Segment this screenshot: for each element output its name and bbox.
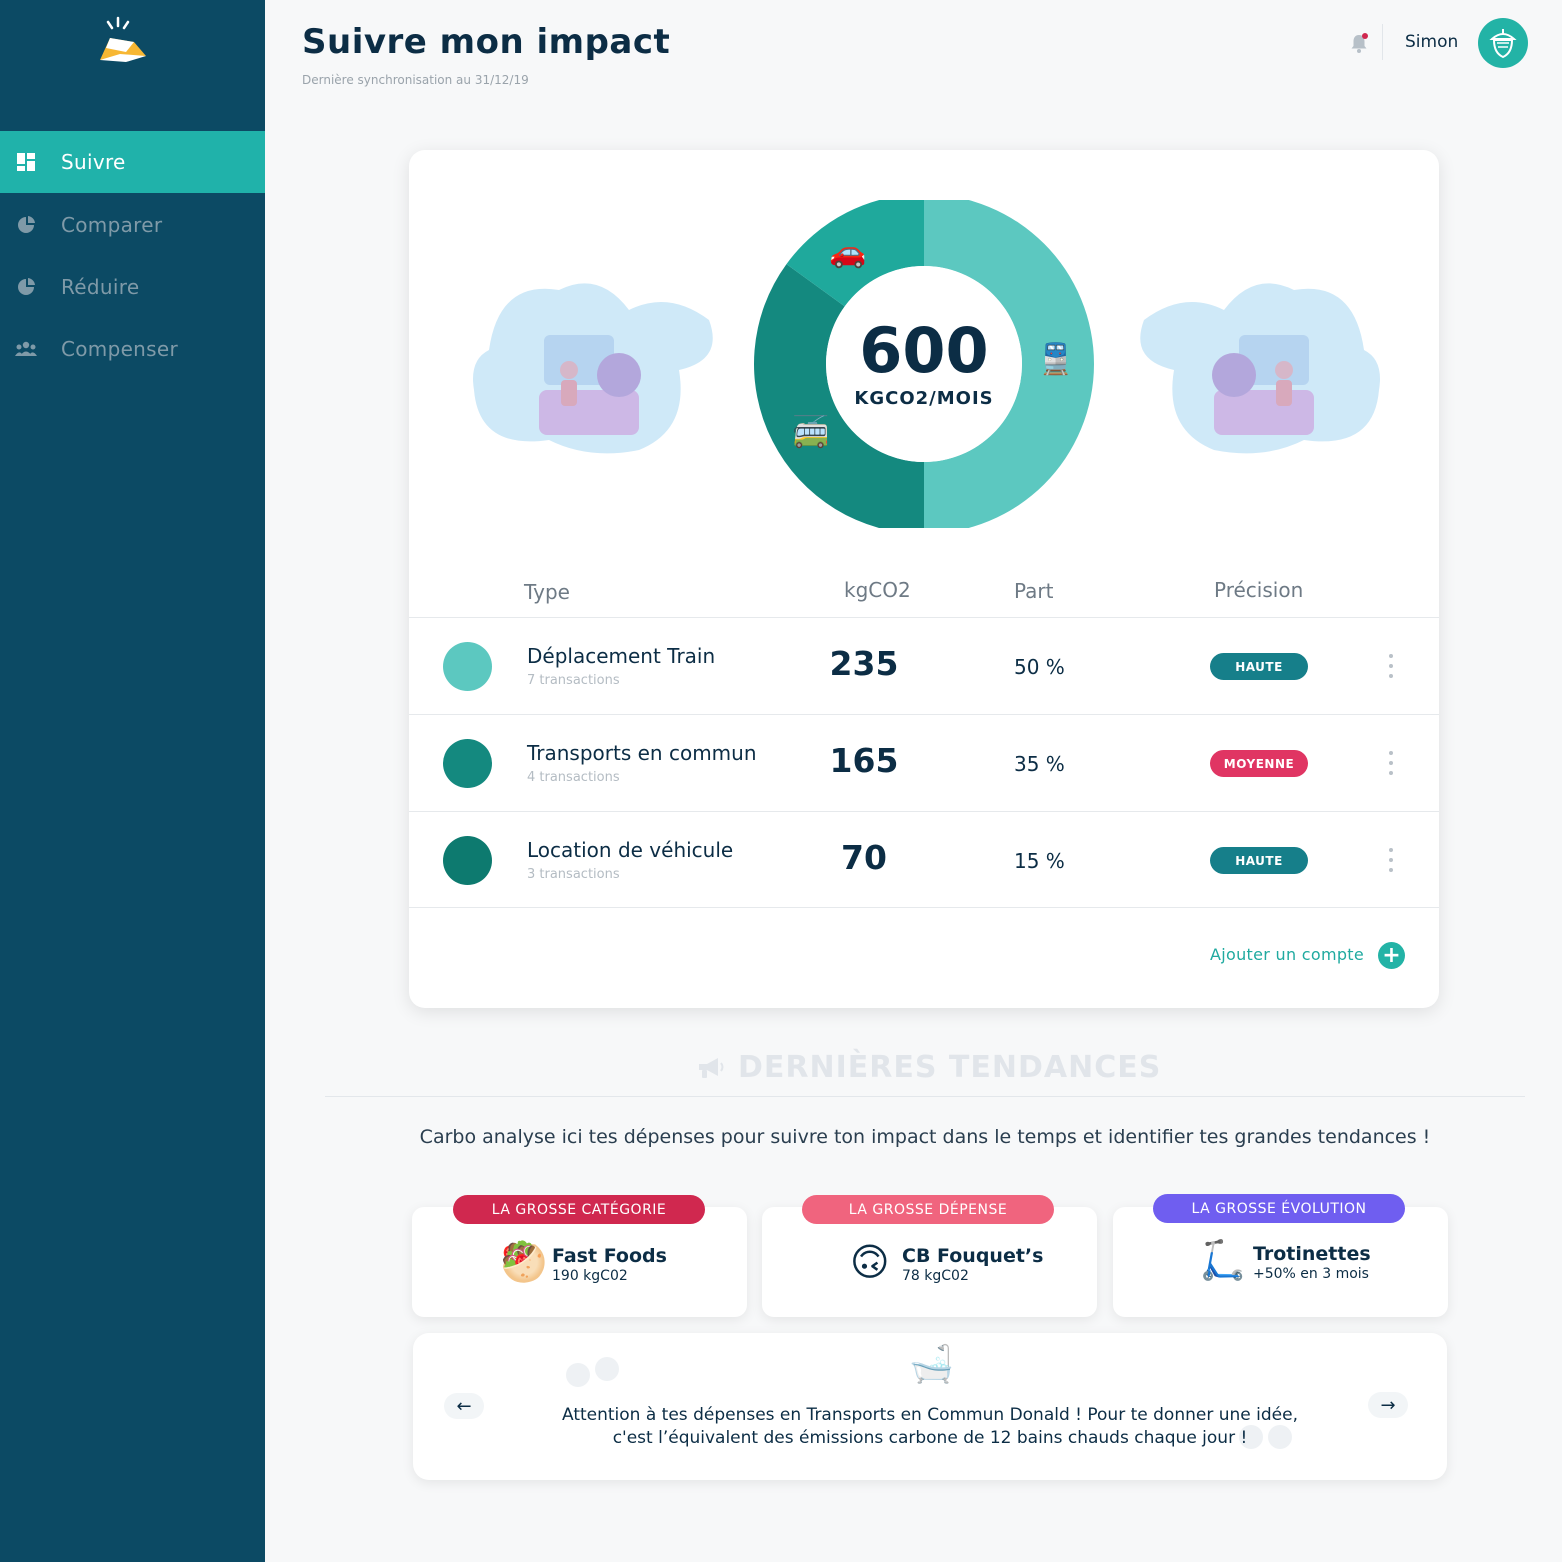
precision-badge: HAUTE [1210,653,1308,680]
add-account-plus-icon[interactable]: + [1378,942,1405,969]
sidebar-item-label: Compenser [61,337,179,361]
user-name[interactable]: Simon [1405,32,1459,52]
table-row[interactable]: Déplacement Train 7 transactions 235 50 … [409,617,1439,714]
column-header-precision: Précision [1214,578,1304,602]
more-options-icon[interactable] [1383,654,1399,678]
row-transactions: 4 transactions [527,770,620,785]
sidebar-item-comparer[interactable]: Comparer [0,194,265,256]
page-title: Suivre mon impact [302,22,671,62]
upside-down-face-icon: 🙃 [850,1240,890,1284]
trends-divider [325,1096,1525,1097]
donut-slice-3[interactable] [786,194,924,307]
donut-slice-2[interactable] [754,264,924,534]
add-account-link[interactable]: Ajouter un compte [1210,945,1365,964]
row-kgco2: 70 [841,838,887,877]
quote-mark-icon [1268,1425,1292,1449]
column-header-part: Part [1014,579,1054,603]
sidebar-item-suivre[interactable]: Suivre [0,131,265,193]
trend-card-value: 78 kgC02 [902,1268,969,1284]
row-part: 50 % [1014,655,1065,679]
donut-slice-1[interactable] [924,194,1094,534]
trends-heading: DERNIÈRES TENDANCES [696,1050,1161,1085]
megaphone-icon [699,1057,724,1078]
acorn-icon [1489,29,1517,59]
bathtub-icon: 🛁 [909,1344,954,1385]
header-divider [1382,24,1383,60]
row-type: Déplacement Train [527,644,716,668]
column-header-type: Type [524,580,570,604]
avatar[interactable] [1478,18,1528,68]
carousel-next-button[interactable]: → [1368,1392,1408,1418]
row-part: 35 % [1014,752,1065,776]
tip-text: Attention à tes dépenses en Transports e… [562,1405,1298,1448]
sidebar-item-compenser[interactable]: Compenser [0,318,265,380]
trend-card-evolution[interactable]: 🛴 Trotinettes +50% en 3 mois [1113,1207,1448,1317]
bus-icon: 🚎 [792,415,830,450]
train-icon: 🚆 [1037,342,1075,377]
last-sync-text: Dernière synchronisation au 31/12/19 [302,73,529,87]
trend-pill-category: LA GROSSE CATÉGORIE [453,1195,705,1224]
trends-title: DERNIÈRES TENDANCES [738,1050,1162,1085]
donut-chart: 600 KGCO2/MOIS 🚗 🚆 🚎 [754,194,1094,534]
row-kgco2: 165 [829,741,899,780]
trend-pill-evolution: LA GROSSE ÉVOLUTION [1153,1194,1405,1223]
car-icon: 🚗 [829,235,867,270]
row-part: 15 % [1014,849,1065,873]
group-icon [15,338,37,360]
trend-card-value: +50% en 3 mois [1253,1266,1369,1282]
category-color-dot [443,642,492,691]
row-type: Location de véhicule [527,838,734,862]
category-color-dot [443,836,492,885]
precision-badge: MOYENNE [1210,750,1308,777]
sidebar-item-label: Suivre [61,150,126,174]
tip-carousel: ← → 🛁 Attention à tes dépenses en Transp… [413,1333,1447,1480]
carousel-prev-button[interactable]: ← [444,1393,484,1419]
donut-svg [754,194,1094,534]
trend-pill-expense: LA GROSSE DÉPENSE [802,1195,1054,1224]
category-color-dot [443,739,492,788]
column-header-kgco2: kgCO2 [844,578,911,602]
app-logo[interactable] [96,16,150,66]
quote-mark-icon [595,1357,619,1381]
pie-chart-icon [15,276,37,298]
trend-card-name: CB Fouquet’s [902,1245,1044,1267]
donut-hole [826,266,1022,462]
fast-food-icon: 🥙 [500,1240,548,1284]
trends-description: Carbo analyse ici tes dépenses pour suiv… [419,1126,1431,1148]
sidebar-item-label: Comparer [61,213,163,237]
pie-chart-icon [15,214,37,236]
trend-card-name: Fast Foods [552,1245,667,1267]
more-options-icon[interactable] [1383,848,1399,872]
sidebar: Suivre Comparer Réduire Compenser [0,0,265,1562]
table-row[interactable]: Location de véhicule 3 transactions 70 1… [409,811,1439,908]
scooter-icon: 🛴 [1199,1238,1247,1282]
illustration-left [473,283,713,454]
row-transactions: 7 transactions [527,673,620,688]
impact-card: 600 KGCO2/MOIS 🚗 🚆 🚎 Type kgCO2 Part Pré… [409,150,1439,1008]
quote-mark-icon [566,1363,590,1387]
table-row[interactable]: Transports en commun 4 transactions 165 … [409,714,1439,811]
quote-mark-icon [1239,1425,1263,1449]
sidebar-item-label: Réduire [61,275,140,299]
trend-card-category[interactable]: 🥙 Fast Foods 190 kgC02 [412,1207,747,1317]
bell-icon[interactable] [1349,32,1369,54]
trend-card-name: Trotinettes [1253,1243,1371,1265]
row-kgco2: 235 [829,644,899,683]
row-type: Transports en commun [527,741,757,765]
illustration-right [1140,283,1380,454]
dashboard-grid-icon [15,151,37,173]
trend-card-expense[interactable]: 🙃 CB Fouquet’s 78 kgC02 [762,1207,1097,1317]
precision-badge: HAUTE [1210,847,1308,874]
trend-card-value: 190 kgC02 [552,1268,628,1284]
more-options-icon[interactable] [1383,751,1399,775]
table-divider [409,907,1439,908]
sidebar-item-reduire[interactable]: Réduire [0,256,265,318]
row-transactions: 3 transactions [527,867,620,882]
